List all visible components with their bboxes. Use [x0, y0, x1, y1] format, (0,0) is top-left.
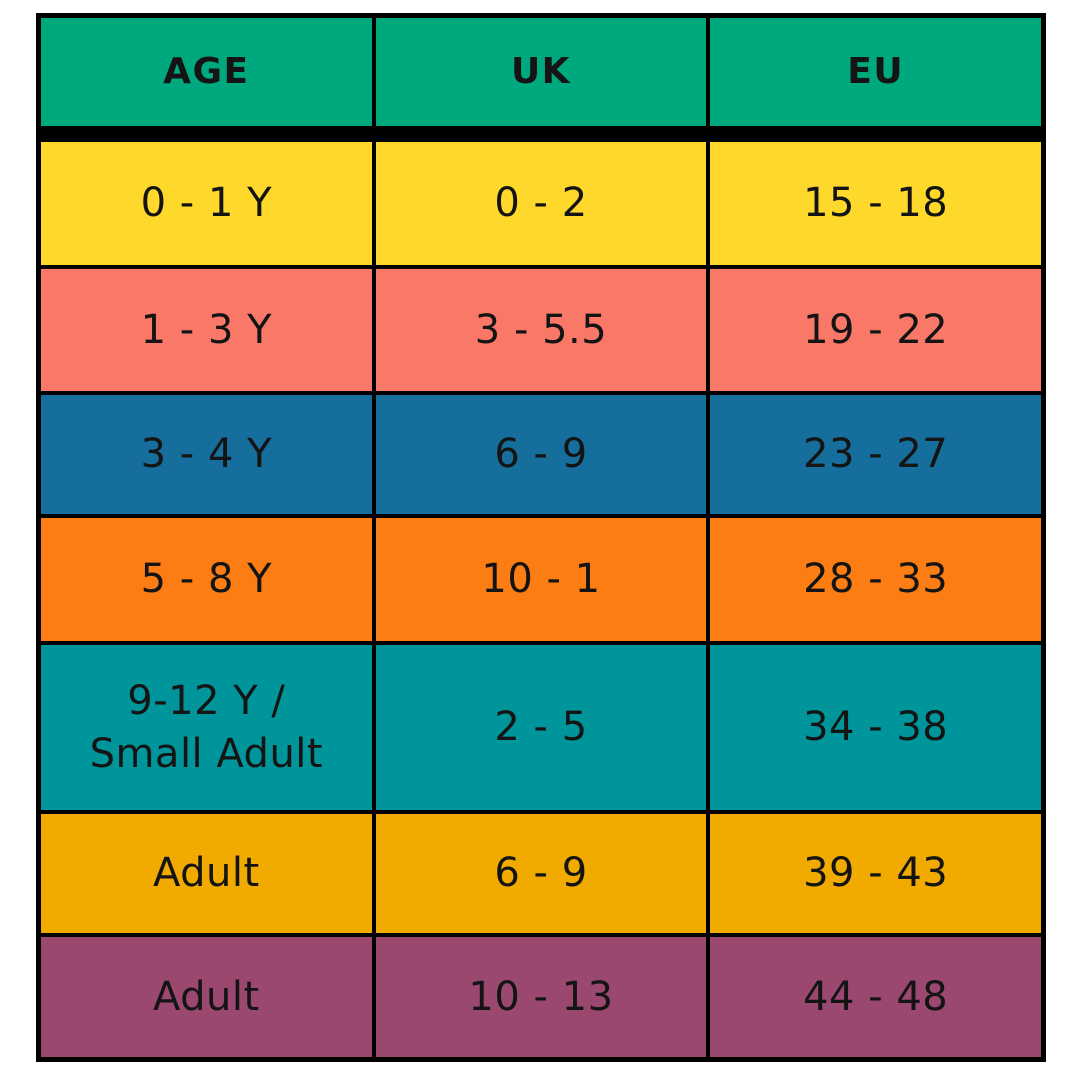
table-row: 0 - 1 Y 0 - 2 15 - 18	[41, 142, 1042, 265]
table-row: 1 - 3 Y 3 - 5.5 19 - 22	[41, 269, 1042, 391]
table-row: Adult 10 - 13 44 - 48	[41, 937, 1042, 1057]
cell-eu: 34 - 38	[710, 645, 1042, 810]
cell-uk: 10 - 1	[375, 518, 707, 641]
cell-age: Adult	[41, 814, 372, 933]
cell-age: Adult	[41, 937, 372, 1057]
cell-eu: 23 - 27	[710, 395, 1042, 514]
header-cell-uk: UK	[375, 18, 707, 126]
table-row: 3 - 4 Y 6 - 9 23 - 27	[41, 395, 1042, 514]
size-chart-table: AGE UK EU 0 - 1 Y 0 - 2 15 - 18 1 - 3 Y …	[36, 13, 1046, 1062]
cell-uk: 2 - 5	[375, 645, 707, 810]
cell-uk: 6 - 9	[375, 814, 707, 933]
cell-eu: 44 - 48	[710, 937, 1042, 1057]
cell-uk: 3 - 5.5	[375, 269, 707, 391]
cell-age: 9-12 Y / Small Adult	[41, 645, 372, 810]
cell-age: 1 - 3 Y	[41, 269, 372, 391]
cell-eu: 39 - 43	[710, 814, 1042, 933]
table-row: Adult 6 - 9 39 - 43	[41, 814, 1042, 933]
table-row: 9-12 Y / Small Adult 2 - 5 34 - 38	[41, 645, 1042, 810]
cell-uk: 6 - 9	[375, 395, 707, 514]
cell-uk: 0 - 2	[375, 142, 707, 265]
cell-age: 0 - 1 Y	[41, 142, 372, 265]
table-row: 5 - 8 Y 10 - 1 28 - 33	[41, 518, 1042, 641]
cell-age: 5 - 8 Y	[41, 518, 372, 641]
cell-eu: 19 - 22	[710, 269, 1042, 391]
header-row: AGE UK EU	[41, 18, 1042, 126]
header-cell-age: AGE	[41, 18, 372, 126]
cell-eu: 15 - 18	[710, 142, 1042, 265]
header-cell-eu: EU	[710, 18, 1042, 126]
cell-age: 3 - 4 Y	[41, 395, 372, 514]
cell-eu: 28 - 33	[710, 518, 1042, 641]
cell-uk: 10 - 13	[375, 937, 707, 1057]
